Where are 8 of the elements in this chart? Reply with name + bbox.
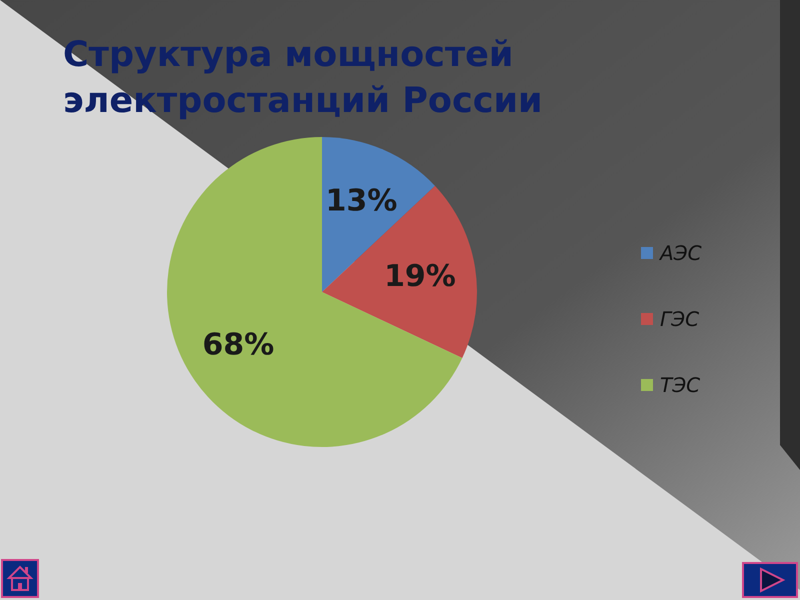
pie-slice — [322, 186, 477, 358]
legend-label: ТЭС — [660, 373, 700, 397]
legend-label: АЭС — [658, 241, 702, 265]
data-label: 68% — [202, 328, 274, 363]
pie-slice — [167, 137, 462, 447]
legend-label: ГЭС — [660, 307, 700, 331]
data-label: 13% — [325, 183, 398, 218]
data-label: 19% — [384, 258, 456, 294]
